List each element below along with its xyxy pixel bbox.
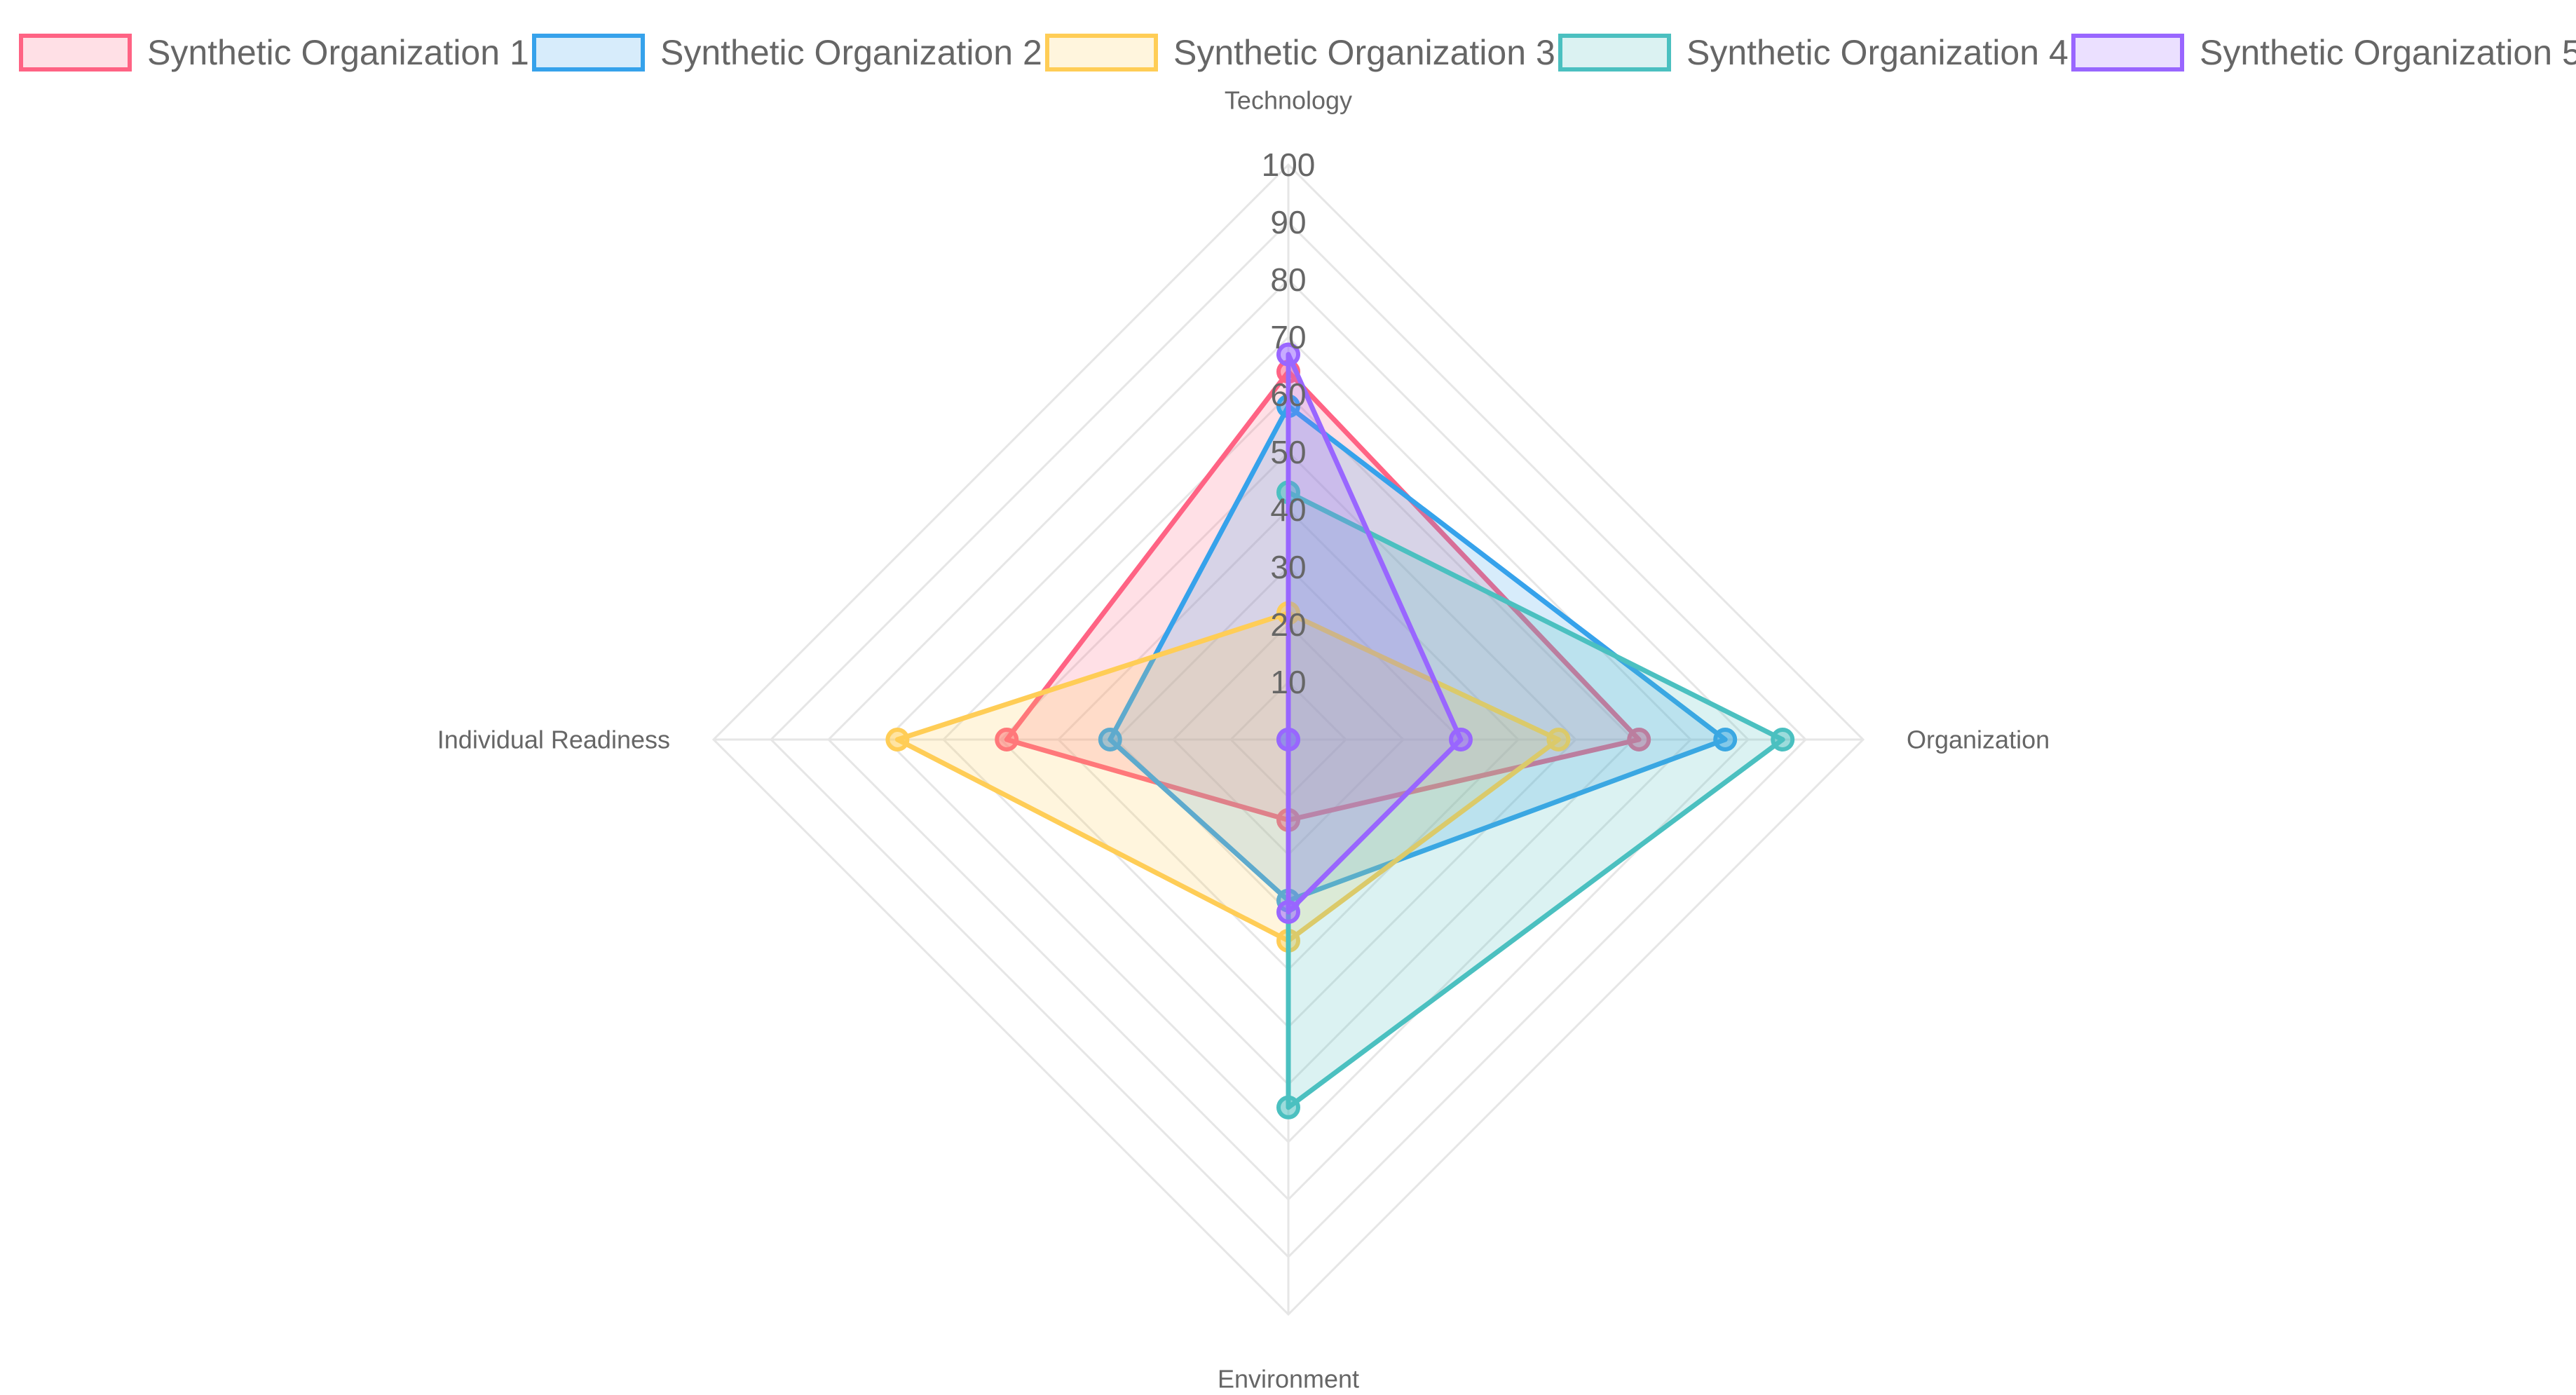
legend-label: Synthetic Organization 3: [1173, 33, 1555, 72]
tick-label-70: 70: [1270, 319, 1306, 355]
tick-label-100: 100: [1262, 147, 1316, 183]
series-5: [1276, 342, 1473, 924]
tick-label-50: 50: [1270, 434, 1306, 470]
data-point-organization[interactable]: [1627, 728, 1651, 751]
legend-item-4[interactable]: Synthetic Organization 4: [1558, 33, 2069, 72]
tick-label-40: 40: [1270, 491, 1306, 528]
data-point-environment[interactable]: [1276, 1095, 1300, 1120]
legend-item-3[interactable]: Synthetic Organization 3: [1045, 33, 1555, 72]
legend-swatch: [19, 34, 132, 72]
data-point-individual-readiness[interactable]: [1276, 728, 1300, 751]
tick-label-30: 30: [1270, 549, 1306, 585]
tick-label-10: 10: [1270, 664, 1306, 700]
legend-item-1[interactable]: Synthetic Organization 1: [19, 33, 529, 72]
data-point-individual-readiness[interactable]: [995, 728, 1019, 751]
tick-label-60: 60: [1270, 376, 1306, 413]
legend-item-5[interactable]: Synthetic Organization 5: [2071, 33, 2576, 72]
legend-swatch: [1558, 34, 1671, 72]
legend-swatch: [1045, 34, 1158, 72]
tick-labels: 10 20 30 40 50 60 70 80 90 100: [1262, 147, 1316, 700]
legend-item-2[interactable]: Synthetic Organization 2: [532, 33, 1042, 72]
axis-label-technology: Technology: [1225, 86, 1352, 115]
legend-label: Synthetic Organization 5: [2200, 33, 2576, 72]
data-point-organization[interactable]: [1771, 728, 1795, 751]
tick-label-80: 80: [1270, 261, 1306, 298]
tick-label-90: 90: [1270, 204, 1306, 240]
data-point-organization[interactable]: [1546, 728, 1571, 751]
legend-label: Synthetic Organization 4: [1686, 33, 2069, 72]
data-point-environment[interactable]: [1276, 900, 1300, 924]
data-point-organization[interactable]: [1449, 728, 1473, 751]
axis-label-individual-readiness: Individual Readiness: [437, 726, 670, 754]
axis-label-environment: Environment: [1218, 1365, 1359, 1394]
legend-label: Synthetic Organization 2: [660, 33, 1042, 72]
data-point-individual-readiness[interactable]: [1098, 728, 1122, 751]
legend-swatch: [532, 34, 645, 72]
legend-label: Synthetic Organization 1: [147, 33, 529, 72]
series-layer: [885, 342, 1795, 1120]
axis-label-organization: Organization: [1907, 726, 2050, 754]
data-point-technology[interactable]: [1276, 342, 1300, 367]
data-point-individual-readiness[interactable]: [885, 728, 910, 751]
tick-label-20: 20: [1270, 606, 1306, 643]
data-point-organization[interactable]: [1713, 728, 1738, 751]
axis-labels: Technology Organization Environment Individ…: [437, 86, 2050, 1394]
legend-swatch: [2071, 34, 2184, 72]
legend: Synthetic Organization 1 Synthetic Organi…: [19, 33, 2576, 72]
